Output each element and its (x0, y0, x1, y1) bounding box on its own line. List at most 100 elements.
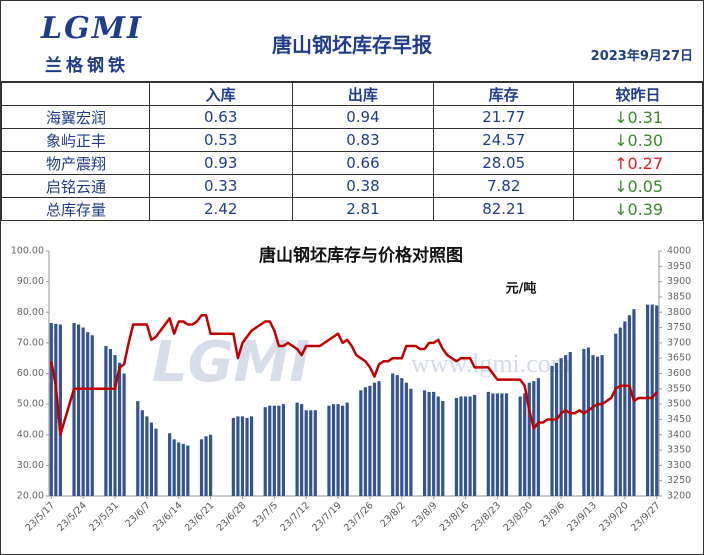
cell: 0.63 (148, 105, 293, 129)
bar (650, 304, 654, 496)
bar (595, 356, 600, 496)
column-header: 库存 (433, 82, 575, 106)
y2-tick-label: 3550 (667, 383, 691, 394)
cell: 0.93 (148, 151, 293, 175)
bar (145, 416, 149, 496)
bar (313, 410, 317, 496)
cell: 0.53 (148, 128, 293, 152)
x-tick-label: 23/5/24 (55, 500, 89, 534)
bar (108, 349, 113, 496)
y2-tick-label: 3650 (667, 353, 691, 364)
row-name: 启铭云通 (1, 174, 150, 198)
bar (281, 404, 286, 496)
bar (345, 402, 349, 496)
unit-annotation: 元/吨 (506, 281, 537, 297)
watermark-logo: LGMI (152, 330, 310, 395)
bar (272, 405, 276, 496)
bar (300, 404, 304, 496)
bar (295, 402, 299, 496)
bar (468, 396, 472, 496)
bar (527, 382, 531, 496)
bar (245, 417, 249, 496)
bar (623, 321, 627, 496)
y2-tick-label: 3950 (667, 261, 691, 272)
x-tick-label: 23/6/7 (123, 500, 152, 529)
bar (117, 362, 122, 496)
row-name: 象屿正丰 (1, 128, 150, 152)
bar (177, 442, 181, 496)
bar (268, 405, 272, 496)
bar (172, 439, 176, 496)
bar (58, 324, 62, 496)
x-tick-label: 23/8/9 (410, 500, 439, 529)
column-header: 较昨日 (573, 82, 703, 106)
header-row: 入库 出库 库存 较昨日 (1, 82, 703, 106)
x-tick-label: 23/6/28 (215, 500, 249, 534)
y2-tick-label: 3750 (667, 322, 691, 333)
cell: 82.21 (433, 197, 575, 221)
y-tick-label: 30.00 (17, 460, 44, 471)
bar (309, 410, 313, 496)
cell: ↓0.05 (573, 174, 703, 198)
bar (473, 394, 477, 496)
y2-tick-label: 3600 (667, 368, 691, 379)
bar (181, 443, 185, 496)
bar (427, 391, 431, 496)
bar (86, 332, 90, 496)
x-tick-label: 23/7/19 (310, 500, 344, 534)
x-tick-label: 23/5/17 (23, 500, 57, 534)
x-tick-label: 23/7/26 (342, 500, 376, 534)
x-tick-label: 23/8/16 (438, 500, 472, 534)
y-tick-label: 50.00 (17, 399, 44, 410)
bar (491, 393, 495, 496)
bar (632, 309, 636, 496)
bar (76, 324, 81, 496)
bar (136, 401, 140, 496)
bar (240, 416, 245, 496)
bar (523, 393, 527, 496)
y-tick-label: 40.00 (17, 429, 44, 440)
bar (586, 347, 591, 496)
bar (500, 393, 504, 496)
y-tick-label: 100.00 (11, 246, 44, 257)
bar (432, 391, 436, 496)
bar (554, 362, 559, 496)
y2-tick-label: 3850 (667, 291, 691, 302)
bar (536, 378, 540, 496)
brand: 兰格钢铁 (45, 56, 129, 76)
y2-tick-label: 3200 (667, 491, 691, 502)
report-title: 唐山钢坯库存早报 (272, 33, 432, 57)
bar (463, 396, 468, 496)
bar (204, 436, 208, 496)
x-tick-label: 23/8/23 (470, 500, 504, 534)
x-tick-label: 23/9/27 (629, 500, 663, 534)
bar (72, 322, 76, 496)
row-name: 总库存量 (1, 197, 150, 221)
y2-tick-label: 3450 (667, 414, 691, 425)
bar (359, 390, 363, 496)
bar (582, 349, 586, 496)
cell: 7.82 (433, 174, 575, 198)
cell: ↓0.31 (573, 105, 703, 129)
row-name: 海翼宏润 (1, 105, 150, 129)
y2-tick-label: 3900 (667, 276, 691, 287)
bar (559, 358, 563, 496)
bar (441, 401, 445, 496)
bar (486, 391, 490, 496)
chart: 唐山钢坯库存与价格对照图 元/吨 LGMI www.lgmi.com 20.00 30… (11, 245, 691, 534)
bar (618, 327, 622, 496)
bar (518, 396, 522, 496)
y-tick-label: 20.00 (17, 491, 44, 502)
bar (249, 416, 254, 496)
cell: ↑0.27 (573, 151, 703, 175)
x-tick-label: 23/7/5 (251, 500, 280, 529)
column-header: 入库 (148, 82, 293, 106)
cell: 0.94 (291, 105, 435, 129)
bar (104, 345, 108, 496)
cell: 24.57 (433, 128, 575, 152)
bar (168, 433, 172, 496)
bar (263, 407, 267, 496)
bar (122, 373, 126, 496)
bar (459, 396, 463, 496)
